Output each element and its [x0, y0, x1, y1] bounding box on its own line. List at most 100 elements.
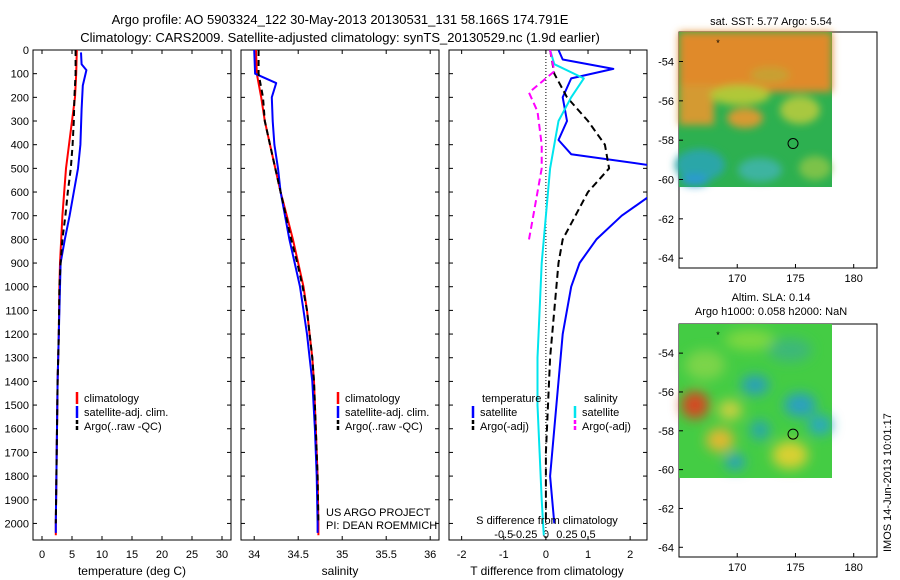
y-tick-label: 1600 — [5, 424, 29, 436]
series-line-2 — [54, 50, 77, 524]
map-y-tick-label: -58 — [658, 426, 674, 438]
x-tick-label: 35 — [336, 549, 348, 561]
sst-field — [675, 32, 832, 187]
x-tick-label: 0 — [39, 549, 45, 561]
map-y-tick-label: -62 — [658, 503, 674, 515]
series-line-0 — [549, 50, 647, 524]
map-star-marker: * — [716, 38, 720, 48]
legend-label-satellite: satellite-adj. clim. — [345, 407, 429, 419]
salinity-legend: climatology satellite-adj. clim. Argo(..… — [336, 392, 429, 433]
x-tick-label: 30 — [216, 549, 228, 561]
salinity-axes-box — [240, 49, 440, 541]
series-line-2 — [536, 50, 585, 536]
temperature-x-label: temperature (deg C) — [78, 564, 186, 578]
sst-map-panel: sat. SST: 5.77 Argo: 5.54 * 170 175 180 -54… — [658, 16, 878, 286]
salinity-y-ticks — [241, 49, 439, 524]
s-tick-label: -0.25 — [512, 529, 537, 541]
legend-title-temperature: temperature — [482, 393, 541, 405]
s-tick-label: 0 — [543, 529, 549, 541]
sst-map-ticks: 170 175 180 -54 -56 -58 -60 -62 -64 — [658, 57, 863, 286]
s-tick-label: 0.25 — [556, 529, 577, 541]
y-tick-label: 100 — [11, 69, 29, 81]
map-x-tick-label: 180 — [845, 562, 863, 574]
y-tick-label: 1500 — [5, 400, 29, 412]
map-y-tick-label: -60 — [658, 175, 674, 187]
t-difference-label: T difference from climatology — [470, 564, 624, 578]
x-tick-label: 20 — [156, 549, 168, 561]
salinity-x-axis: 34 34.5 35 35.5 36 — [248, 50, 436, 561]
legend-label-t-satellite: satellite — [480, 407, 517, 419]
x-tick-label: 34.5 — [287, 549, 308, 561]
legend-title-salinity: salinity — [584, 393, 618, 405]
map-x-tick-label: 170 — [728, 273, 746, 285]
sla-map-title-line2: Argo h1000: 0.058 h2000: NaN — [695, 306, 847, 318]
s-tick-label: -0.5 — [494, 529, 513, 541]
series-line-1 — [253, 50, 319, 533]
x-tick-label: 34 — [248, 549, 260, 561]
salinity-series — [253, 50, 320, 536]
y-tick-label: 500 — [11, 163, 29, 175]
y-tick-label: 900 — [11, 258, 29, 270]
difference-panel: -2 -1 0 1 2 -0.5 -0.25 0 0.25 0.5 S difference f… — [448, 49, 648, 578]
map-y-tick-label: -60 — [658, 465, 674, 477]
temperature-x-axis: 0 5 10 15 20 25 30 — [39, 50, 228, 561]
project-annotation: US ARGO PROJECT — [326, 507, 431, 519]
map-x-tick-label: 175 — [786, 273, 804, 285]
x-tick-label: 10 — [96, 549, 108, 561]
legend-label-t-argo: Argo(-adj) — [480, 421, 529, 433]
figure-title-line2: Climatology: CARS2009. Satellite-adjuste… — [80, 30, 600, 45]
y-tick-label: 0 — [23, 45, 29, 57]
map-y-tick-label: -54 — [658, 57, 674, 69]
difference-x-axis: -2 -1 0 1 2 — [457, 50, 633, 561]
y-tick-label: 2000 — [5, 518, 29, 530]
legend-label-satellite: satellite-adj. clim. — [84, 407, 168, 419]
difference-y-ticks — [449, 49, 647, 524]
map-y-tick-label: -58 — [658, 135, 674, 147]
salinity-panel: 34 34.5 35 35.5 36 salinity climatology sate… — [240, 49, 440, 578]
map-y-tick-label: -56 — [658, 387, 674, 399]
imos-timestamp: IMOS 14-Jun-2013 10:01:17 — [882, 413, 894, 552]
map-y-tick-label: -64 — [658, 253, 674, 265]
salinity-x-label: salinity — [322, 564, 359, 578]
x-tick-label: 5 — [69, 549, 75, 561]
x-tick-label: 35.5 — [375, 549, 396, 561]
s-tick-label: 0.5 — [580, 529, 595, 541]
series-line-2 — [257, 50, 320, 524]
temperature-panel: 0100200300400500600700800900100011001200… — [5, 45, 232, 578]
y-tick-label: 1100 — [5, 305, 29, 317]
series-line-1 — [544, 50, 611, 524]
map-x-tick-label: 170 — [728, 562, 746, 574]
legend-label-s-satellite: satellite — [582, 407, 619, 419]
sla-map-ticks: 170 175 180 -54 -56 -58 -60 -62 -64 — [658, 348, 863, 574]
y-tick-label: 1200 — [5, 329, 29, 341]
temperature-legend: climatology satellite-adj. clim. Argo(..… — [75, 392, 168, 433]
y-tick-label: 1300 — [5, 353, 29, 365]
s-difference-label: S difference from climatology — [476, 515, 618, 527]
y-tick-label: 1000 — [5, 282, 29, 294]
y-tick-label: 800 — [11, 234, 29, 246]
argo-position-marker — [787, 428, 799, 440]
y-tick-label: 400 — [11, 140, 29, 152]
sla-field — [679, 324, 832, 478]
temperature-series — [54, 50, 88, 536]
sla-map-title-line1: Altim. SLA: 0.14 — [732, 292, 811, 304]
sla-map-panel: Altim. SLA: 0.14 Argo h1000: 0.058 h2000… — [658, 292, 878, 574]
map-y-tick-label: -54 — [658, 348, 674, 360]
y-tick-label: 1400 — [5, 376, 29, 388]
difference-legend: temperature satellite Argo(-adj) salinit… — [471, 393, 631, 433]
x-tick-label: -2 — [457, 549, 467, 561]
x-tick-label: 36 — [424, 549, 436, 561]
x-tick-label: 15 — [126, 549, 138, 561]
y-tick-label: 700 — [11, 211, 29, 223]
y-tick-label: 1800 — [5, 471, 29, 483]
sst-map-title: sat. SST: 5.77 Argo: 5.54 — [710, 16, 832, 28]
x-tick-label: -1 — [499, 549, 509, 561]
x-tick-label: 2 — [627, 549, 633, 561]
legend-label-climatology: climatology — [345, 393, 401, 405]
y-tick-label: 1700 — [5, 447, 29, 459]
map-x-tick-label: 180 — [845, 273, 863, 285]
pi-annotation: PI: DEAN ROEMMICH — [326, 520, 437, 532]
difference-series — [528, 50, 647, 536]
y-tick-label: 300 — [11, 116, 29, 128]
